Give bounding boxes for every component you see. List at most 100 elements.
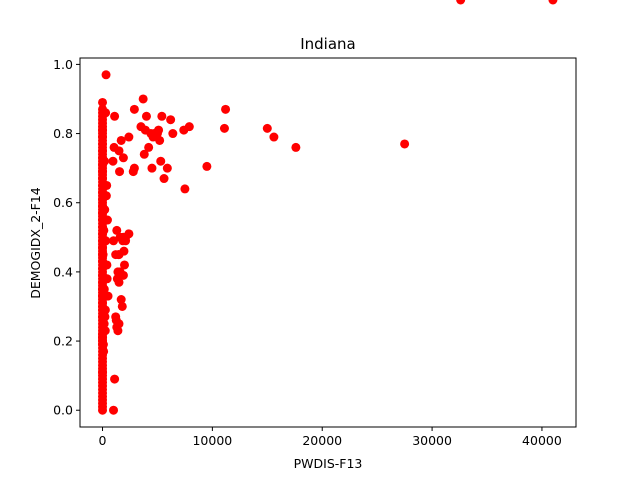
data-point xyxy=(144,142,154,152)
x-axis-label: PWDIS-F13 xyxy=(294,456,363,471)
data-point xyxy=(138,94,148,104)
data-point xyxy=(129,163,139,173)
data-point xyxy=(98,395,108,405)
y-tick-label: 0.4 xyxy=(53,264,73,279)
data-point xyxy=(139,149,149,159)
data-points xyxy=(98,0,558,415)
data-point xyxy=(110,111,120,121)
data-point xyxy=(99,225,109,235)
y-tick-label: 0.2 xyxy=(53,334,73,349)
data-point xyxy=(102,260,112,270)
data-point xyxy=(100,205,110,215)
x-tick-label: 20000 xyxy=(302,433,342,448)
data-point xyxy=(117,301,127,311)
data-point xyxy=(115,167,125,177)
data-point xyxy=(101,236,111,246)
data-point xyxy=(202,161,212,171)
data-point xyxy=(121,236,131,246)
data-point xyxy=(98,250,108,260)
data-point xyxy=(98,243,108,253)
data-point xyxy=(291,142,301,152)
data-point xyxy=(114,319,124,329)
data-point xyxy=(98,139,108,149)
data-point xyxy=(147,163,157,173)
data-point xyxy=(113,267,123,277)
data-point xyxy=(100,305,110,315)
data-point xyxy=(99,284,109,294)
data-point xyxy=(101,191,111,201)
x-axis-ticks: 0 10000 20000 30000 40000 xyxy=(99,427,562,448)
data-point xyxy=(98,125,108,135)
data-point xyxy=(110,374,120,384)
data-point xyxy=(219,123,229,133)
data-point xyxy=(400,139,410,149)
y-tick-label: 0.8 xyxy=(53,126,73,141)
x-tick-label: 0 xyxy=(99,433,107,448)
data-point xyxy=(116,135,126,145)
data-point xyxy=(548,0,558,5)
data-point xyxy=(100,156,109,166)
data-point xyxy=(114,146,124,156)
data-point xyxy=(141,111,151,121)
data-point xyxy=(114,277,124,287)
data-point xyxy=(103,291,113,301)
data-point xyxy=(111,250,121,260)
data-point xyxy=(98,402,108,412)
data-point xyxy=(152,129,162,139)
data-point xyxy=(98,132,108,142)
x-tick-label: 40000 xyxy=(522,433,562,448)
data-point xyxy=(98,340,108,350)
x-tick-label: 10000 xyxy=(192,433,232,448)
data-point xyxy=(124,132,134,142)
plot-frame xyxy=(79,57,577,428)
data-point xyxy=(98,357,108,367)
data-point xyxy=(155,135,165,145)
data-point xyxy=(98,97,108,107)
x-tick-label: 30000 xyxy=(412,433,452,448)
data-point xyxy=(98,374,108,384)
y-axis-ticks: 0.0 0.2 0.4 0.6 0.8 1.0 xyxy=(53,57,80,418)
data-point xyxy=(101,70,111,80)
data-point xyxy=(98,367,108,377)
y-tick-label: 0.0 xyxy=(53,403,73,418)
data-point xyxy=(118,153,128,163)
data-point xyxy=(162,163,172,173)
data-point xyxy=(156,156,166,166)
data-point xyxy=(180,184,190,194)
data-point xyxy=(159,174,169,184)
data-point xyxy=(101,108,111,118)
data-point xyxy=(157,111,167,121)
data-point xyxy=(102,215,112,225)
data-point xyxy=(98,384,108,394)
data-point xyxy=(166,115,176,125)
data-point xyxy=(109,236,119,246)
data-point xyxy=(102,180,112,190)
data-point xyxy=(168,129,178,139)
y-tick-label: 0.6 xyxy=(53,195,73,210)
data-point xyxy=(100,312,110,322)
data-point xyxy=(124,229,134,239)
data-point xyxy=(98,146,108,156)
data-point xyxy=(108,156,118,166)
data-point xyxy=(262,123,272,133)
data-point xyxy=(129,104,139,114)
y-axis-label: DEMOGIDX_2-F14 xyxy=(28,187,43,299)
data-point xyxy=(100,326,110,336)
data-point xyxy=(456,0,466,5)
data-point xyxy=(269,132,279,142)
chart-title: Indiana xyxy=(300,35,356,53)
data-point xyxy=(98,118,108,128)
data-point xyxy=(112,225,122,235)
data-point xyxy=(102,274,112,284)
data-point xyxy=(140,125,150,135)
data-point xyxy=(221,104,231,114)
data-point xyxy=(113,326,123,336)
data-point xyxy=(109,405,119,415)
y-tick-label: 1.0 xyxy=(53,57,73,72)
data-point xyxy=(184,122,194,132)
data-point xyxy=(99,346,109,356)
data-point xyxy=(98,174,108,184)
data-point xyxy=(119,260,129,270)
